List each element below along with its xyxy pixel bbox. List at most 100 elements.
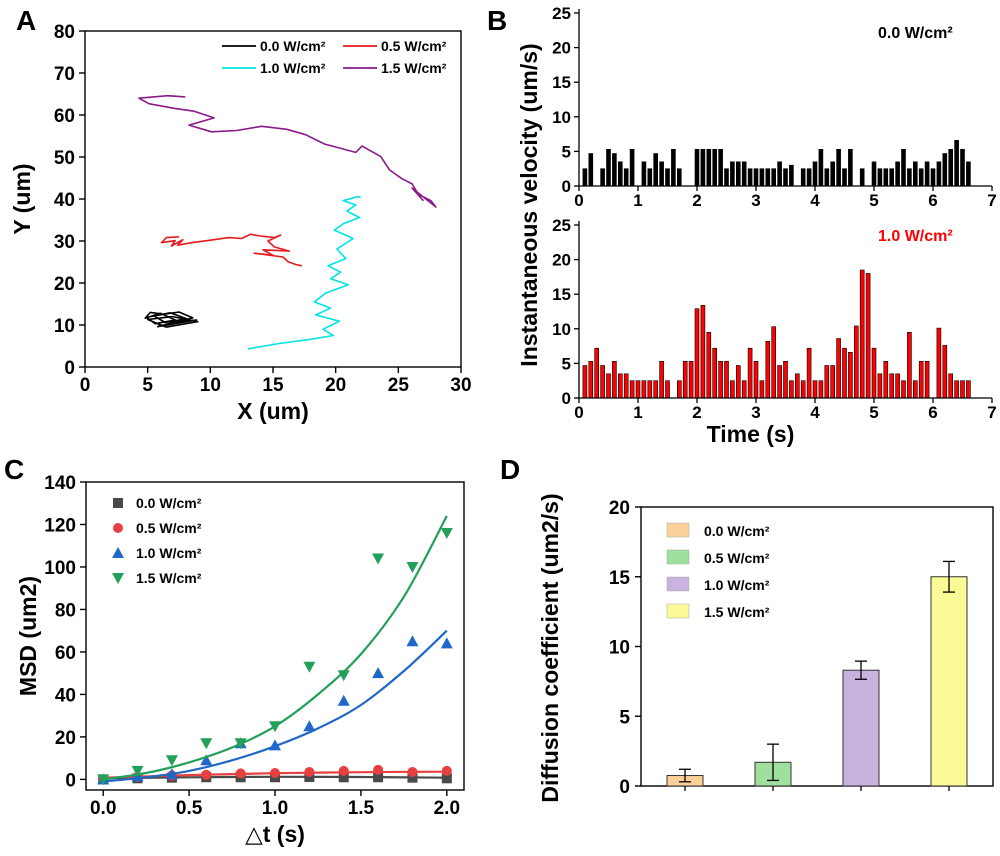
panel-label-c: C <box>4 454 24 485</box>
velocity-bar <box>629 380 635 399</box>
velocity-bar <box>794 373 800 399</box>
y-axis-title: MSD (um2) <box>15 576 41 696</box>
legend-label: 1.0 W/cm² <box>260 60 326 76</box>
velocity-bar <box>724 360 729 399</box>
velocity-bar <box>789 380 794 399</box>
y-tick-label: 10 <box>54 316 75 337</box>
velocity-bar <box>848 351 853 399</box>
velocity-bar <box>966 161 971 187</box>
data-point <box>304 772 315 783</box>
velocity-bar <box>676 168 682 187</box>
velocity-bar <box>694 149 700 187</box>
data-point <box>407 772 418 783</box>
velocity-bar <box>895 161 900 187</box>
y-tick-label: 5 <box>619 707 630 728</box>
velocity-bar <box>747 168 753 187</box>
legend-label: 1.0 W/cm² <box>136 545 202 561</box>
velocity-bar <box>741 380 747 399</box>
y-tick-label: 10 <box>552 320 571 339</box>
velocity-bar <box>777 365 782 399</box>
y-tick-label: 25 <box>552 216 571 235</box>
diffusion-bar <box>842 669 880 787</box>
data-point <box>303 720 316 732</box>
velocity-bar <box>612 153 617 187</box>
data-point <box>303 661 316 673</box>
y-tick-label: 50 <box>54 148 75 169</box>
y-tick-label: 80 <box>55 600 76 621</box>
y-tick-label: 15 <box>552 73 571 92</box>
data-point <box>406 635 419 647</box>
velocity-bar <box>682 360 688 399</box>
data-point <box>131 765 144 777</box>
velocity-bar <box>647 380 653 399</box>
data-point <box>372 667 385 679</box>
data-point <box>441 773 452 784</box>
diffusion-bar <box>930 576 968 787</box>
velocity-bar <box>641 161 647 187</box>
data-point <box>441 765 452 776</box>
velocity-bar <box>930 168 936 187</box>
x-tick-label: 1.5 <box>348 798 375 819</box>
y-tick-label: 5 <box>562 142 571 161</box>
velocity-bar <box>582 168 588 187</box>
chart-b-top-velocity: 0 1 2 3 4 5 6 7 0 5 10 15 20 25 0.0 W/cm² Instantaneous… <box>516 4 997 367</box>
velocity-bar <box>765 168 771 187</box>
velocity-bar <box>830 161 836 187</box>
velocity-bar <box>836 149 841 187</box>
x-tick-label: 20 <box>325 375 346 396</box>
y-tick-label: 20 <box>54 274 75 295</box>
velocity-bar <box>907 168 912 187</box>
velocity-bar <box>718 149 723 187</box>
velocity-bar <box>901 149 906 187</box>
legend-label: 1.5 W/cm² <box>136 570 202 586</box>
x-tick-label: 7 <box>987 191 996 210</box>
velocity-bar <box>600 168 605 187</box>
legend-marker <box>112 573 124 584</box>
y-tick-label: 0 <box>65 770 76 791</box>
velocity-bar <box>877 168 883 187</box>
velocity-bar <box>918 168 924 187</box>
velocity-bar <box>895 373 900 399</box>
y-tick-label: 30 <box>54 232 75 253</box>
y-tick-label: 10 <box>552 108 571 127</box>
velocity-bar <box>594 347 600 399</box>
legend-swatch <box>666 522 690 538</box>
data-point <box>304 766 315 777</box>
y-tick-label: 0 <box>619 777 630 798</box>
chart-b-bottom-velocity: 0 1 2 3 4 5 6 7 0 5 10 15 20 25 1.0 W/cm² Time (s) <box>552 216 997 447</box>
velocity-bar <box>771 326 777 399</box>
velocity-bar <box>783 168 788 187</box>
legend-label: 1.5 W/cm² <box>381 60 447 76</box>
data-point <box>372 553 385 565</box>
velocity-bar <box>842 168 847 187</box>
x-tick-label: 0.0 <box>90 798 116 819</box>
velocity-bar <box>942 153 948 187</box>
velocity-bar <box>859 269 865 399</box>
x-tick-label: 1 <box>633 191 642 210</box>
velocity-bar <box>659 161 664 187</box>
legend-marker <box>113 498 123 508</box>
y-tick-label: 0 <box>562 389 571 408</box>
velocity-bar <box>966 380 971 399</box>
velocity-bar <box>582 365 588 399</box>
legend-label: 0.0 W/cm² <box>704 523 770 539</box>
velocity-bar <box>783 360 788 399</box>
velocity-bar <box>700 149 706 187</box>
velocity-bar <box>812 380 818 399</box>
y-tick-label: 120 <box>44 515 76 536</box>
velocity-bar <box>948 149 954 187</box>
y-tick-label: 15 <box>609 568 631 589</box>
velocity-bar <box>924 161 930 187</box>
velocity-bar <box>924 360 930 399</box>
velocity-bar <box>871 347 877 399</box>
velocity-bar <box>712 149 718 187</box>
trajectory-line <box>138 94 437 208</box>
data-point <box>338 765 349 776</box>
legend-label: 0.0 W/cm² <box>136 495 202 511</box>
y-tick-label: 15 <box>552 285 571 304</box>
y-tick-label: 100 <box>44 558 76 579</box>
velocity-bar <box>771 168 777 187</box>
velocity-bar <box>653 380 659 399</box>
x-tick-label: 6 <box>928 191 937 210</box>
